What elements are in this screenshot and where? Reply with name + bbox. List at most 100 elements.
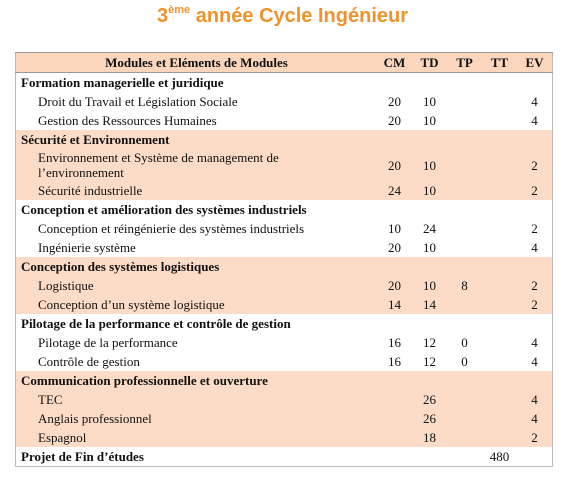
label-cell: TEC <box>15 390 377 409</box>
value-cell: 12 <box>423 354 436 369</box>
label-cell: Projet de Fin d’études <box>21 449 144 464</box>
group-title: Conception et amélioration des systèmes … <box>21 202 307 217</box>
value-cell: 10 <box>423 113 436 128</box>
value-cell: 20 <box>377 149 412 181</box>
value-cell: 4 <box>531 113 538 128</box>
element-row: Ingénierie système 20 10 4 <box>16 238 553 257</box>
element-label: Anglais professionnel <box>38 411 152 426</box>
element-row: TEC 26 4 <box>15 390 553 409</box>
group-title: Formation managerielle et juridique <box>21 75 224 90</box>
value-cell: 4 <box>531 335 538 350</box>
value-cell: 10 <box>423 94 436 109</box>
group-row: Pilotage de la performance et contrôle d… <box>16 314 553 333</box>
column-header: EV <box>517 52 553 73</box>
value-cell: 4 <box>531 354 538 369</box>
value-cell: 26 <box>412 409 447 428</box>
column-header: TD <box>412 52 447 73</box>
value-cell <box>447 181 482 200</box>
value-cell: 2 <box>517 276 553 295</box>
footer-row: Projet de Fin d’études 480 <box>16 447 553 467</box>
element-row: Contrôle de gestion 16 12 0 4 <box>16 352 553 371</box>
value-cell <box>412 447 447 467</box>
page-title: 3ème année Cycle Ingénieur <box>0 4 565 28</box>
label-cell: Droit du Travail et Législation Sociale <box>16 92 378 111</box>
value-cell <box>447 111 482 130</box>
value-cell <box>377 390 412 409</box>
label-cell: Conception d’un système logistique <box>15 295 377 314</box>
value-cell: 4 <box>517 409 553 428</box>
element-label: Environnement et Système de management d… <box>38 150 279 180</box>
element-label: Contrôle de gestion <box>38 354 140 369</box>
label-cell: Sécurité industrielle <box>15 181 377 200</box>
element-row: Gestion des Ressources Humaines 20 10 4 <box>16 111 553 130</box>
value-cell <box>447 238 482 257</box>
value-cell <box>482 333 517 352</box>
group-row: Conception des systèmes logistiques <box>15 257 553 276</box>
element-row: Droit du Travail et Législation Sociale 2… <box>16 92 553 111</box>
value-cell <box>377 409 412 428</box>
value-cell <box>447 447 482 467</box>
value-cell <box>447 390 482 409</box>
value-cell: 2 <box>517 149 553 181</box>
value-cell: 4 <box>531 94 538 109</box>
group-title: Pilotage de la performance et contrôle d… <box>21 316 291 331</box>
value-cell <box>482 111 517 130</box>
value-cell: 16 <box>388 354 401 369</box>
value-cell <box>447 409 482 428</box>
group-row: Conception et amélioration des systèmes … <box>16 200 553 219</box>
value-cell: 16 <box>388 335 401 350</box>
value-cell: 26 <box>412 390 447 409</box>
value-cell: 24 <box>423 221 436 236</box>
value-cell <box>482 428 517 447</box>
label-cell: Environnement et Système de management d… <box>15 149 377 181</box>
value-cell <box>377 428 412 447</box>
label-cell: Espagnol <box>15 428 377 447</box>
value-cell <box>482 352 517 371</box>
value-cell: 10 <box>423 240 436 255</box>
value-cell <box>482 238 517 257</box>
column-header: Modules et Eléments de Modules <box>15 52 377 73</box>
group-row: Formation managerielle et juridique <box>16 73 553 93</box>
value-cell <box>482 92 517 111</box>
element-row: Pilotage de la performance 16 12 0 4 <box>16 333 553 352</box>
value-cell: 2 <box>531 221 538 236</box>
label-cell: Conception et réingénierie des systèmes … <box>16 219 378 238</box>
value-cell: 0 <box>461 354 468 369</box>
value-cell <box>447 149 482 181</box>
value-cell: 18 <box>412 428 447 447</box>
element-label: Conception d’un système logistique <box>38 297 225 312</box>
value-cell <box>447 219 482 238</box>
title-superscript: ème <box>168 4 191 16</box>
element-row: Sécurité industrielle 24 10 2 <box>15 181 553 200</box>
value-cell: 2 <box>517 181 553 200</box>
element-label: Pilotage de la performance <box>38 335 178 350</box>
label-cell: Logistique <box>15 276 377 295</box>
value-cell: 8 <box>447 276 482 295</box>
element-label: Droit du Travail et Législation Sociale <box>38 94 238 109</box>
value-cell <box>482 219 517 238</box>
header-row: Modules et Eléments de Modules CM TD TP TT EV <box>15 52 553 73</box>
label-cell: Gestion des Ressources Humaines <box>16 111 378 130</box>
element-label: Sécurité industrielle <box>38 183 143 198</box>
value-cell: 20 <box>388 240 401 255</box>
value-cell: 20 <box>388 113 401 128</box>
group-title: Sécurité et Environnement <box>15 130 553 149</box>
value-cell <box>447 92 482 111</box>
value-cell: 14 <box>377 295 412 314</box>
value-cell: 2 <box>517 295 553 314</box>
value-cell: 14 <box>412 295 447 314</box>
column-header: TP <box>447 52 482 73</box>
value-cell <box>517 447 553 467</box>
element-row: Conception d’un système logistique 14 14 2 <box>15 295 553 314</box>
column-header: CM <box>377 52 412 73</box>
element-row: Anglais professionnel 26 4 <box>15 409 553 428</box>
value-cell: 0 <box>461 335 468 350</box>
group-title: Conception des systèmes logistiques <box>15 257 553 276</box>
element-label: TEC <box>38 392 63 407</box>
value-cell: 10 <box>412 149 447 181</box>
column-header: TT <box>482 52 517 73</box>
value-cell <box>482 276 517 295</box>
value-cell: 480 <box>489 449 510 464</box>
group-row: Communication professionnelle et ouvertu… <box>15 371 553 390</box>
